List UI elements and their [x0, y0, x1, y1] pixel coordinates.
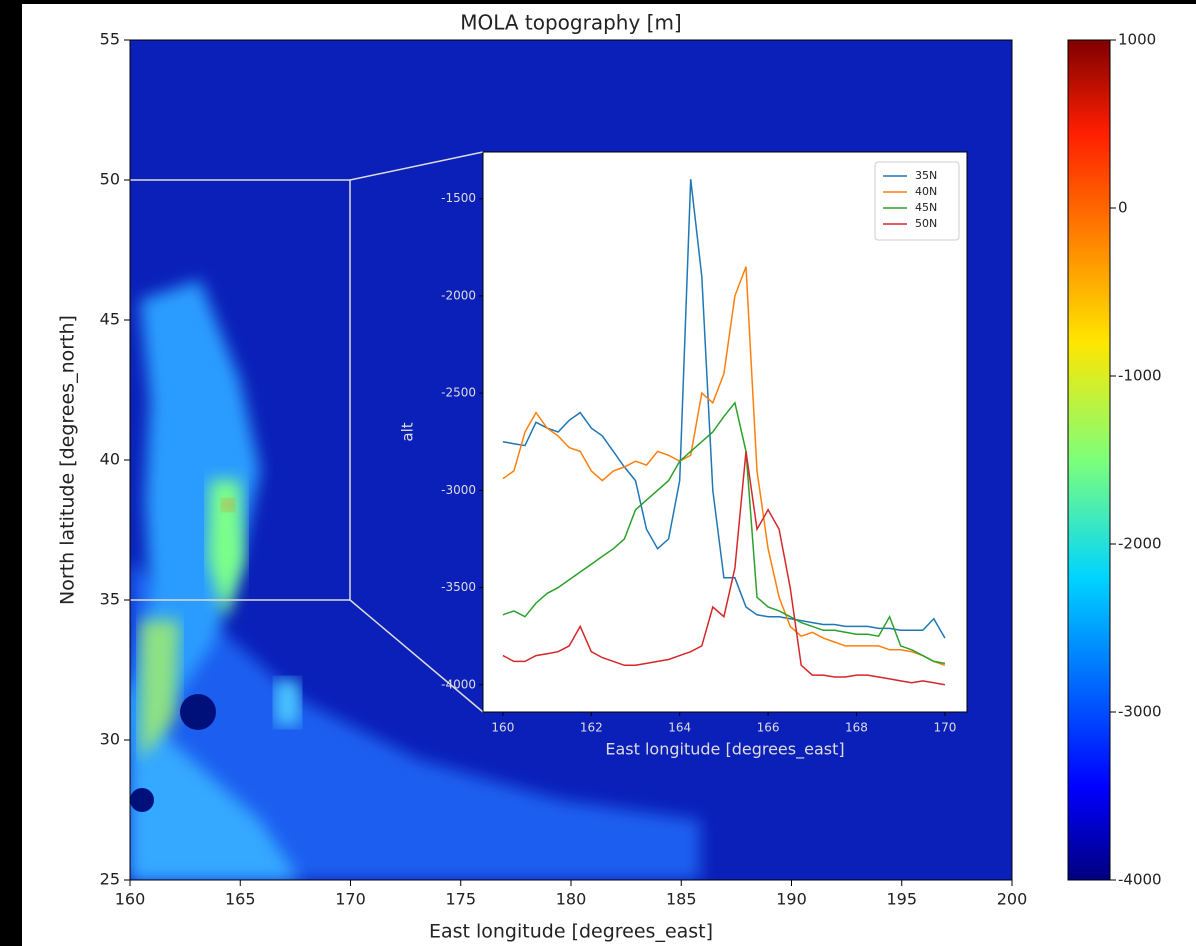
y-axis-label: North latitude [degrees_north]	[57, 315, 79, 605]
x-tick-label: 175	[445, 890, 476, 909]
inset-x-axis-label: East longitude [degrees_east]	[605, 740, 844, 760]
inset-y-tick-label: -3500	[441, 580, 476, 594]
inset-x-tick-label: 168	[845, 721, 868, 735]
legend-box	[874, 161, 960, 241]
inset-background	[482, 151, 968, 713]
line-series	[502, 401, 946, 665]
colorbar-tick-label: -1000	[1118, 367, 1162, 385]
inset-y-tick-label: -4000	[441, 677, 476, 691]
x-tick-label: 185	[666, 890, 697, 909]
inset-x-tick-label: 160	[491, 721, 514, 735]
colorbar-tick-label: -4000	[1118, 871, 1162, 889]
inset-x-tick-label: 164	[668, 721, 691, 735]
inset-y-tick-label: -3000	[441, 483, 476, 497]
legend-label: 45N	[915, 201, 937, 214]
y-tick-label: 40	[100, 450, 120, 469]
zoom-box	[130, 179, 351, 601]
zoom-connector	[349, 599, 484, 713]
zoom-connector	[349, 151, 484, 181]
inset-y-axis-label: alt	[399, 422, 417, 441]
inset-y-tick-label: -2000	[441, 288, 476, 302]
inset-x-tick-label: 170	[933, 721, 956, 735]
legend-label: 40N	[915, 185, 937, 198]
line-series	[502, 179, 946, 639]
y-tick-label: 55	[100, 30, 120, 49]
x-tick-label: 190	[776, 890, 807, 909]
x-tick-label: 170	[335, 890, 366, 909]
y-tick-label: 45	[100, 310, 120, 329]
y-tick-label: 35	[100, 590, 120, 609]
inset-y-tick-label: -1500	[441, 191, 476, 205]
colorbar-tick-label: -2000	[1118, 535, 1162, 553]
line-series	[502, 451, 946, 686]
x-tick-label: 195	[886, 890, 917, 909]
line-series	[502, 266, 946, 667]
colorbar-tick-label: -3000	[1118, 703, 1162, 721]
legend-label: 50N	[915, 217, 937, 230]
inset-x-tick-label: 162	[580, 721, 603, 735]
y-tick-label: 25	[100, 870, 120, 889]
colorbar	[1067, 39, 1111, 881]
x-tick-label: 180	[556, 890, 587, 909]
x-tick-label: 165	[225, 890, 256, 909]
x-tick-label: 160	[115, 890, 146, 909]
colorbar-tick-label: 0	[1118, 199, 1128, 217]
x-tick-label: 200	[997, 890, 1028, 909]
inset-x-tick-label: 166	[757, 721, 780, 735]
inset-y-tick-label: -2500	[441, 386, 476, 400]
colorbar-tick-label: 1000	[1118, 31, 1156, 49]
x-axis-label: East longitude [degrees_east]	[429, 921, 713, 943]
legend-label: 35N	[915, 169, 937, 182]
y-tick-label: 30	[100, 730, 120, 749]
chart-title: MOLA topography [m]	[460, 11, 681, 35]
y-tick-label: 50	[100, 170, 120, 189]
